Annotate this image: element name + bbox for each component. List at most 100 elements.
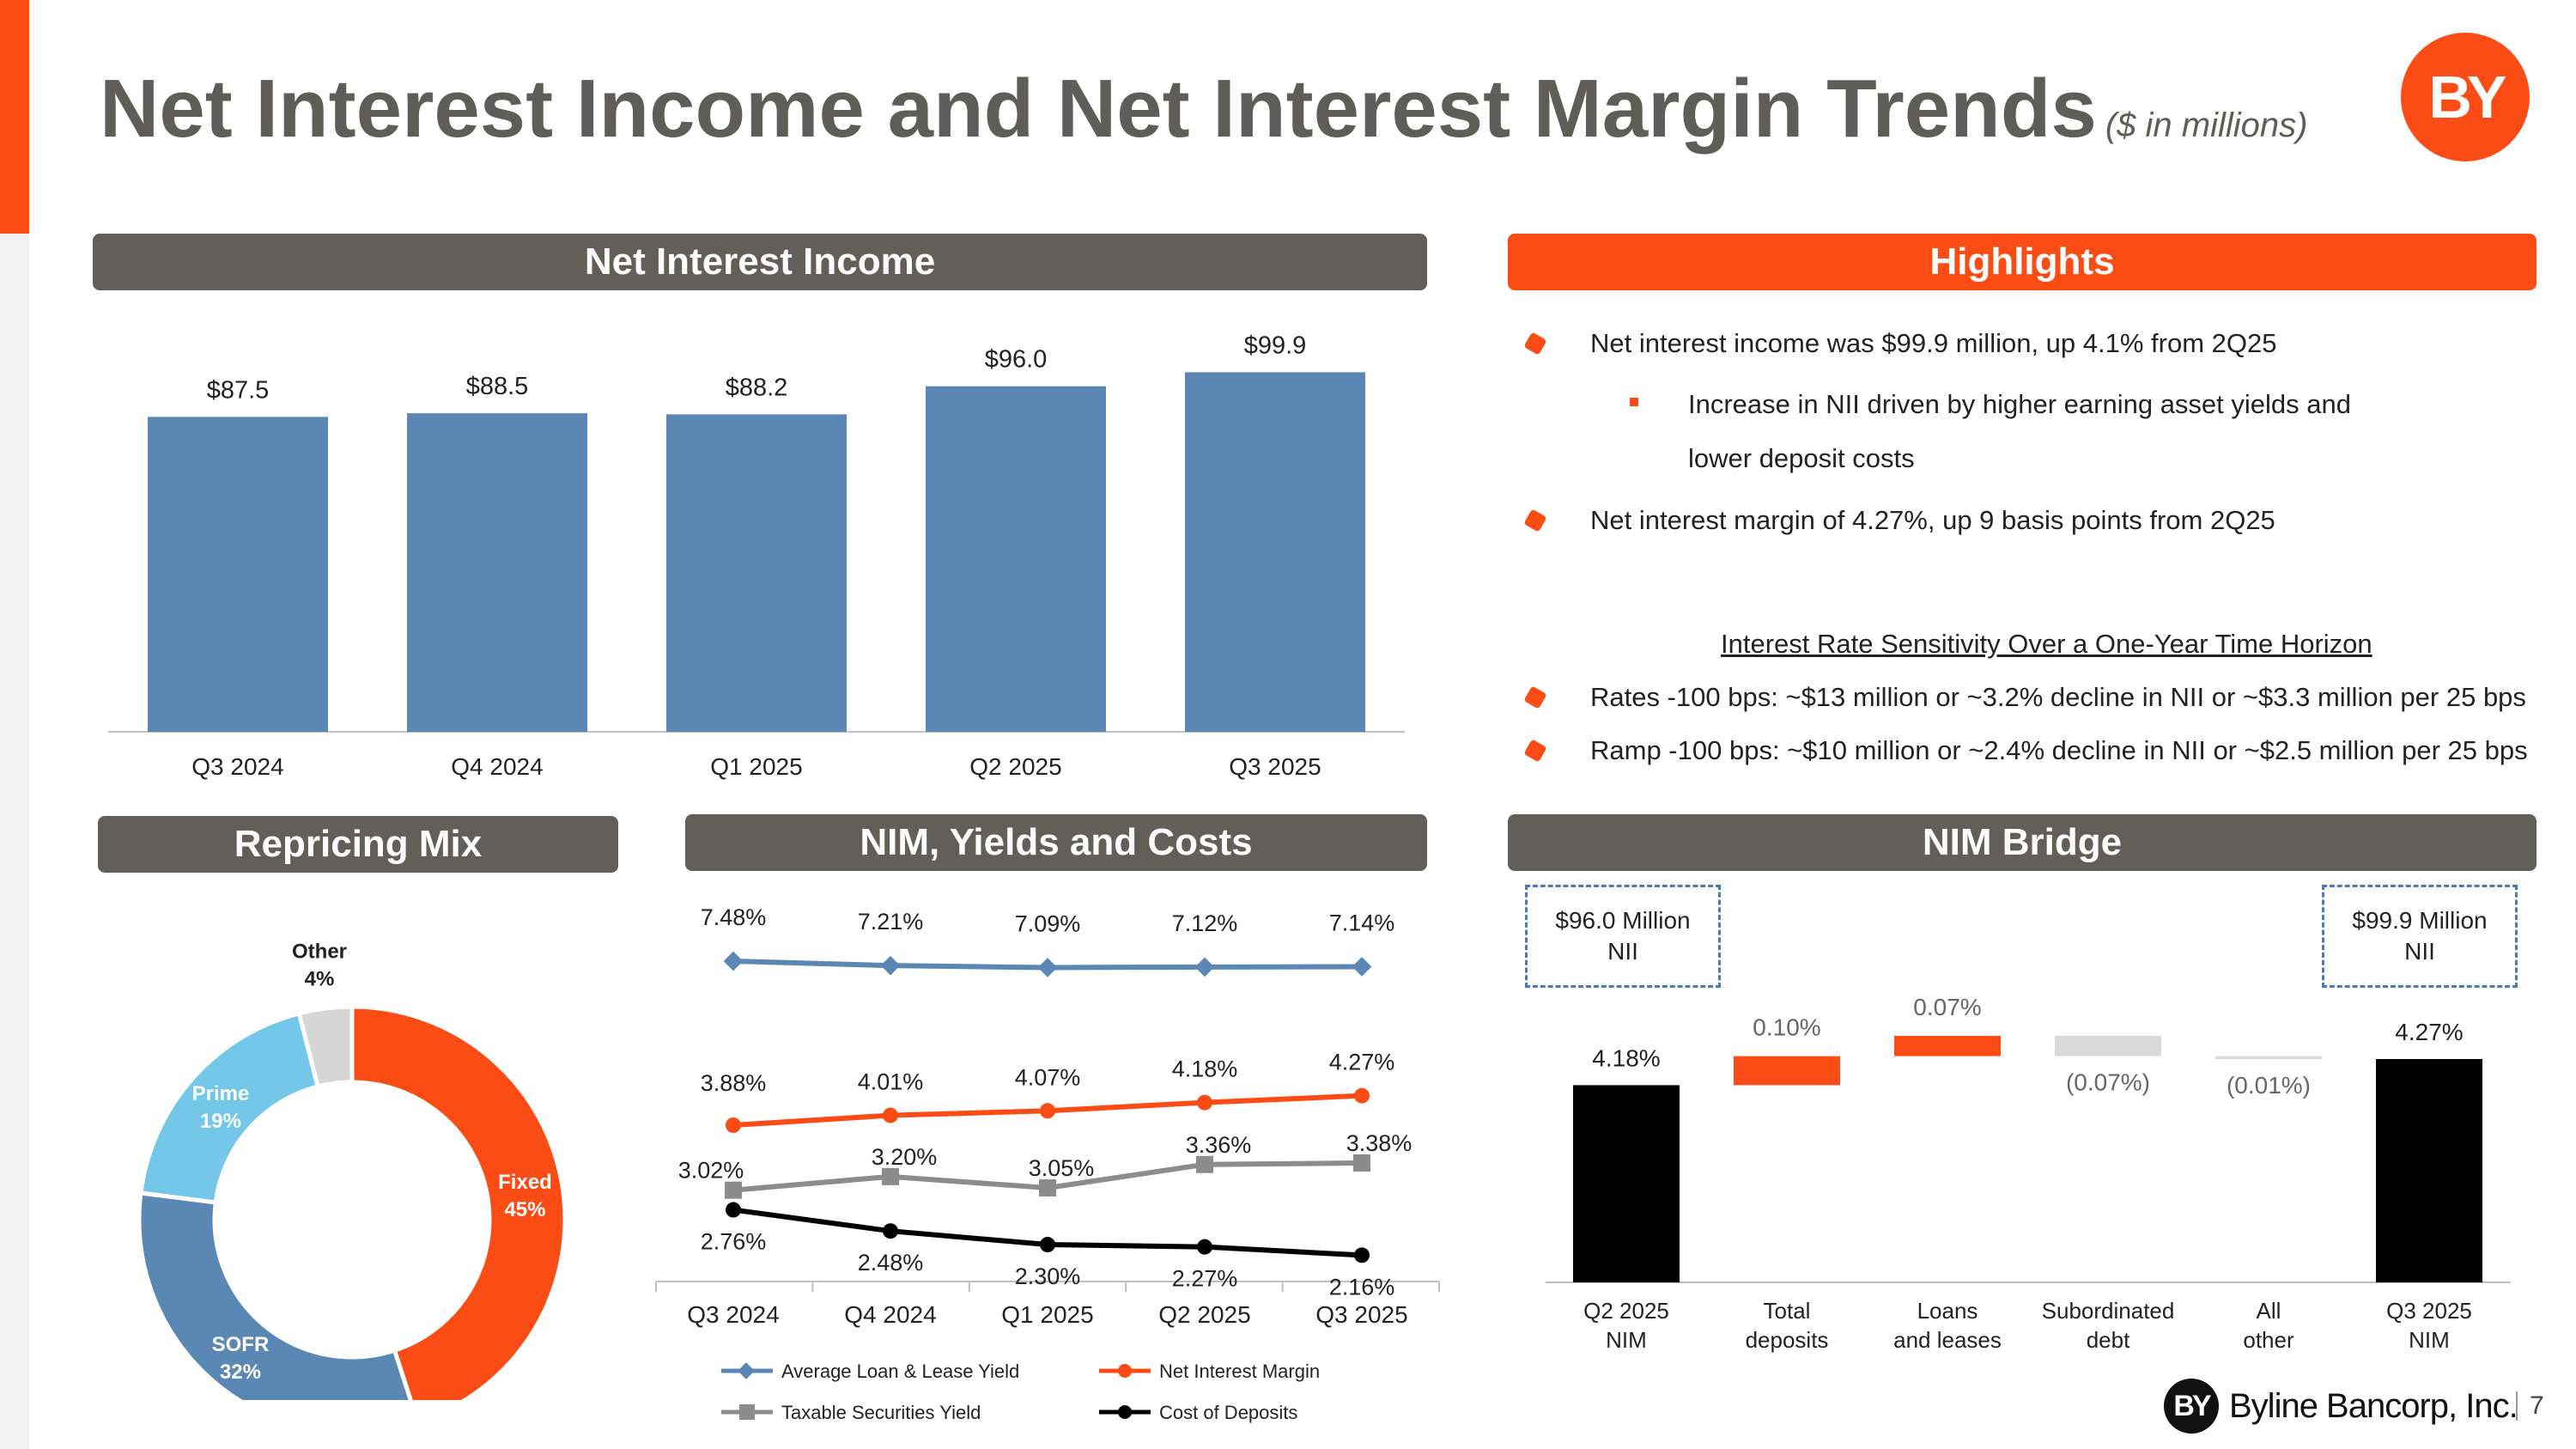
series-data-label: 3.05% <box>1029 1155 1095 1181</box>
bridge-bar <box>2376 1059 2482 1282</box>
bridge-bar <box>1894 1035 2001 1056</box>
left-strip <box>0 234 29 1449</box>
highlights-header-text: Highlights <box>1929 240 2115 283</box>
bridge-data-label: (0.01%) <box>2227 1072 2311 1099</box>
bridge-data-label: 4.27% <box>2395 1019 2463 1045</box>
series-marker <box>1197 1239 1212 1255</box>
donut-slice-name: Fixed <box>498 1171 552 1194</box>
line-tick-label: Q1 2025 <box>1001 1301 1093 1328</box>
bridge-tick-label: and leases <box>1893 1327 2002 1353</box>
series-data-label: 4.18% <box>1172 1056 1238 1082</box>
highlights-header: Highlights <box>1508 234 2537 290</box>
nii-tick-label: Q2 2025 <box>969 753 1061 780</box>
highlight-rates: Rates -100 bps: ~$13 million or ~3.2% de… <box>1590 682 2526 712</box>
donut-slice-name: SOFR <box>212 1333 270 1356</box>
bridge-tick-label: Q3 2025 <box>2386 1298 2472 1324</box>
nii-tick-label: Q3 2024 <box>191 753 283 780</box>
bullet-icon <box>1523 332 1547 356</box>
nii-data-label: $88.2 <box>726 374 788 401</box>
bullet-icon <box>1523 685 1547 709</box>
bridge-bar <box>1734 1056 1840 1086</box>
series-marker <box>1354 1087 1370 1104</box>
nim-bridge-header-text: NIM Bridge <box>1922 821 2123 863</box>
bridge-data-label: 4.18% <box>1592 1044 1660 1071</box>
legend-swatch-marker <box>1118 1405 1132 1419</box>
legend-label: Taxable Securities Yield <box>781 1402 981 1423</box>
series-marker <box>1196 1155 1213 1173</box>
line-tick-label: Q3 2024 <box>687 1301 779 1328</box>
nii-data-label: $96.0 <box>985 346 1048 374</box>
donut-slice-name: Prime <box>192 1082 250 1105</box>
bridge-tick-label: Total <box>1764 1298 1811 1324</box>
legend-label: Cost of Deposits <box>1159 1402 1297 1423</box>
series-data-label: 4.01% <box>858 1069 924 1095</box>
repricing-donut-chart: Fixed 45% SOFR 32% Prime 19% Other 4% <box>137 940 568 1400</box>
series-marker <box>883 1107 898 1123</box>
bridge-tick-label: Loans <box>1917 1298 1978 1324</box>
series-data-label: 3.36% <box>1186 1132 1252 1158</box>
legend-swatch-marker <box>739 1404 755 1420</box>
nim-yields-header: NIM, Yields and Costs <box>685 814 1427 871</box>
series-marker <box>880 955 901 976</box>
donut-slice-sofr <box>137 1190 413 1400</box>
legend-label: Net Interest Margin <box>1159 1361 1320 1382</box>
bridge-data-label: 0.10% <box>1753 1014 1820 1041</box>
series-data-label: 3.88% <box>701 1070 767 1096</box>
footer-company-name: Byline Bancorp, Inc. <box>2229 1386 2518 1425</box>
nii-tick-label: Q3 2025 <box>1229 753 1321 780</box>
series-marker <box>726 1202 741 1218</box>
footer-mark-text: BY <box>2173 1389 2211 1422</box>
series-data-label: 7.14% <box>1329 910 1395 935</box>
series-marker <box>1352 957 1372 977</box>
bullet-icon <box>1523 739 1547 763</box>
page-number: 7 <box>2516 1391 2544 1421</box>
bridge-start-box: $96.0 Million NII <box>1525 885 1721 988</box>
page-title: Net Interest Income and Net Interest Mar… <box>100 62 2307 156</box>
bridge-tick-label: other <box>2243 1327 2294 1353</box>
donut-slice-value: 32% <box>220 1361 261 1384</box>
nii-tick-label: Q1 2025 <box>710 753 802 780</box>
series-data-label: 2.48% <box>858 1250 924 1275</box>
series-marker <box>882 1167 899 1185</box>
footer-mark-icon: BY <box>2164 1379 2219 1434</box>
donut-slice-fixed <box>349 1004 568 1400</box>
repricing-header-text: Repricing Mix <box>234 823 483 865</box>
bullet-icon <box>1523 508 1547 533</box>
series-data-label: 3.20% <box>872 1144 938 1170</box>
series-marker <box>1037 958 1058 977</box>
nii-bar <box>148 417 328 732</box>
series-marker <box>1197 1094 1212 1111</box>
title-subtitle: ($ in millions) <box>2105 107 2308 144</box>
nim-bridge-header: NIM Bridge <box>1508 814 2537 871</box>
nii-header: Net Interest Income <box>93 234 1427 290</box>
donut-slice-value: 4% <box>305 967 335 990</box>
bridge-tick-label: deposits <box>1746 1327 1829 1353</box>
series-marker <box>1040 1237 1055 1253</box>
sub-bullet-icon <box>1630 398 1638 406</box>
series-data-label: 7.21% <box>858 909 924 935</box>
sensitivity-title: Interest Rate Sensitivity Over a One-Yea… <box>1721 629 2372 659</box>
bridge-start-box-text: $96.0 Million NII <box>1555 906 1691 965</box>
series-data-label: 2.76% <box>701 1229 767 1255</box>
nim-yields-header-text: NIM, Yields and Costs <box>860 821 1253 863</box>
line-tick-label: Q4 2024 <box>844 1301 936 1328</box>
series-data-label: 3.02% <box>678 1158 744 1184</box>
highlight-ramp: Ramp -100 bps: ~$10 million or ~2.4% dec… <box>1590 735 2528 765</box>
line-tick-label: Q2 2025 <box>1158 1301 1250 1328</box>
line-tick-label: Q3 2025 <box>1315 1301 1407 1328</box>
highlight-nii-sub1: Increase in NII driven by higher earning… <box>1688 389 2351 419</box>
nii-bar <box>407 413 587 732</box>
series-data-label: 4.07% <box>1015 1064 1081 1090</box>
nim-yields-line-chart: Q3 2024 Q4 2024 Q1 2025 Q2 2025 Q3 2025 7.48%… <box>655 904 1440 1423</box>
series-marker <box>723 951 744 971</box>
series-data-label: 7.48% <box>701 904 767 930</box>
nii-bar <box>926 386 1106 732</box>
series-marker <box>725 1181 742 1199</box>
bridge-data-label: 0.07% <box>1913 994 1981 1020</box>
bridge-bar <box>2215 1056 2322 1059</box>
title-text: Net Interest Income and Net Interest Mar… <box>100 63 2097 155</box>
series-data-label: 4.27% <box>1329 1050 1395 1075</box>
series-marker <box>1353 1154 1370 1172</box>
bridge-bar <box>2055 1035 2161 1056</box>
legend-label: Average Loan & Lease Yield <box>781 1361 1019 1382</box>
